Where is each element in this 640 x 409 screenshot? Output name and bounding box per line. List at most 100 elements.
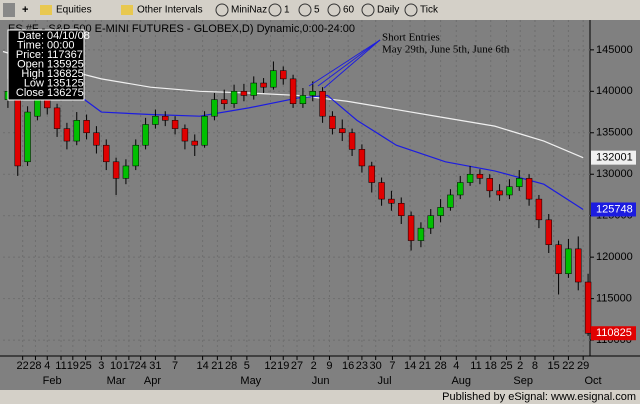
icon xyxy=(327,3,341,17)
info-value: 04/10/08 xyxy=(47,30,90,42)
candle-body xyxy=(289,78,297,105)
toolbar-item[interactable]: Daily xyxy=(377,5,399,16)
info-label: Date: xyxy=(18,30,44,42)
candle-body xyxy=(211,99,218,117)
x-tick-label: 28 xyxy=(29,360,41,372)
month-label: Aug xyxy=(451,375,471,387)
toolbar-item[interactable]: MiniNaz xyxy=(231,5,267,16)
candle-body xyxy=(260,82,267,88)
last-value-box xyxy=(591,150,636,165)
x-tick-label: 2 xyxy=(517,360,523,372)
info-label: Time: xyxy=(17,39,44,51)
toolbar xyxy=(0,0,640,20)
x-tick-label: 7 xyxy=(389,360,395,372)
y-tick-label: 130000 xyxy=(596,168,633,180)
icon xyxy=(215,3,229,17)
x-tick-label: 8 xyxy=(532,360,538,372)
icon[interactable] xyxy=(3,3,15,17)
x-tick-label: 12 xyxy=(264,360,276,372)
x-tick-label: 3 xyxy=(98,360,104,372)
candle-body xyxy=(348,132,356,150)
info-value: 136275 xyxy=(47,87,84,99)
candle-body xyxy=(457,182,464,196)
add-button[interactable]: + xyxy=(22,4,28,16)
x-tick-label: 21 xyxy=(419,360,431,372)
candle-body xyxy=(584,281,592,334)
info-label: Low xyxy=(24,77,44,89)
candle-body xyxy=(240,91,248,96)
candle-body xyxy=(388,198,395,204)
x-tick-label: 28 xyxy=(225,360,237,372)
month-label: Oct xyxy=(584,375,601,387)
x-tick-label: 14 xyxy=(404,360,416,372)
candle-body xyxy=(339,128,346,134)
candle-body xyxy=(53,107,61,129)
info-value: 117367 xyxy=(47,49,83,61)
candle-body xyxy=(506,186,513,196)
y-tick-label: 120000 xyxy=(596,251,633,263)
moving-average xyxy=(2,50,584,159)
toolbar-item[interactable]: Tick xyxy=(420,5,439,16)
x-tick-label: 19 xyxy=(67,360,79,372)
info-value: 136825 xyxy=(47,68,84,80)
candle-body xyxy=(407,215,415,241)
candle-body xyxy=(142,124,149,146)
month-label: Jun xyxy=(312,375,330,387)
candle-body xyxy=(201,115,208,146)
month-label: Sep xyxy=(513,375,533,387)
toolbar-item[interactable]: 5 xyxy=(314,5,320,16)
candle-body xyxy=(329,115,336,129)
x-tick-label: 5 xyxy=(244,360,250,372)
info-label: Close xyxy=(16,87,44,99)
x-tick-label: 31 xyxy=(149,360,161,372)
candle-body xyxy=(112,161,120,179)
info-label: Open xyxy=(17,58,44,70)
folder-icon xyxy=(40,5,52,15)
icon xyxy=(404,3,418,17)
y-tick-label: 115000 xyxy=(596,293,632,305)
icon xyxy=(268,3,282,17)
month-label: May xyxy=(240,375,261,387)
footer-bar xyxy=(0,390,640,404)
candle-body xyxy=(122,165,130,179)
candle-body xyxy=(437,207,444,216)
candle-body xyxy=(565,248,572,274)
candle-body xyxy=(447,194,454,208)
toolbar-item[interactable]: Other Intervals xyxy=(137,5,203,16)
candle-body xyxy=(132,144,139,167)
candle-body xyxy=(535,198,543,221)
info-value: 135925 xyxy=(47,58,84,70)
x-tick-label: 22 xyxy=(17,360,29,372)
x-tick-label: 11 xyxy=(470,360,481,372)
toolbar-item[interactable]: Equities xyxy=(56,5,92,16)
x-tick-label: 21 xyxy=(211,360,223,372)
x-tick-label: 2 xyxy=(311,360,317,372)
candle-body xyxy=(73,120,80,142)
last-value: 125748 xyxy=(596,203,633,215)
candle-body xyxy=(162,115,169,121)
x-tick-label: 19 xyxy=(277,360,289,372)
last-value: 132001 xyxy=(596,152,633,164)
x-tick-label: 28 xyxy=(434,360,446,372)
arrow xyxy=(323,39,381,89)
candle-body xyxy=(466,173,474,183)
candle-body xyxy=(309,91,316,96)
info-box xyxy=(7,29,85,101)
x-tick-label: 27 xyxy=(291,360,303,372)
x-tick-label: 17 xyxy=(123,360,135,372)
y-tick-label: 135000 xyxy=(596,127,633,139)
x-tick-label: 9 xyxy=(326,360,332,372)
y-tick-label: 140000 xyxy=(596,85,633,97)
toolbar-item[interactable]: 60 xyxy=(343,5,355,16)
candle-body xyxy=(280,70,287,80)
candle-body xyxy=(368,165,375,183)
candle-body xyxy=(230,91,238,105)
candle-body xyxy=(93,132,100,146)
icon xyxy=(361,3,375,17)
toolbar-item[interactable]: 1 xyxy=(284,5,290,16)
last-value-box xyxy=(591,326,636,341)
x-tick-label: 10 xyxy=(110,360,122,372)
x-tick-label: 15 xyxy=(548,360,560,372)
arrow xyxy=(317,39,381,87)
x-tick-label: 23 xyxy=(356,360,368,372)
